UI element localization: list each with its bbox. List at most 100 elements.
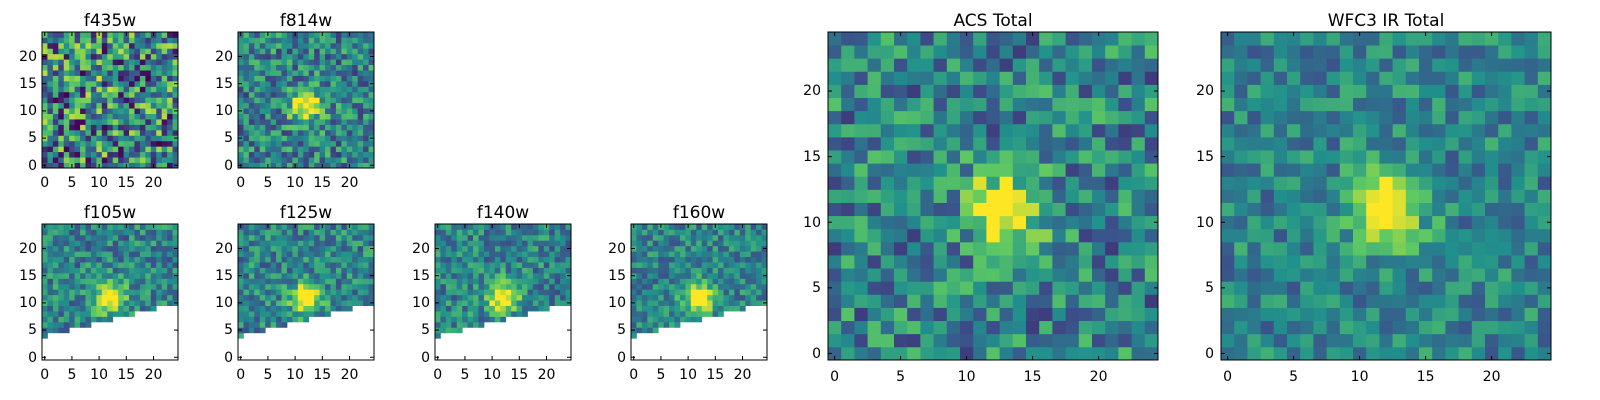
heatmap-cell [254, 37, 261, 44]
heatmap-cell [85, 129, 92, 136]
heatmap-cell [286, 157, 293, 163]
heatmap-cell [243, 300, 250, 306]
heatmap-cell [527, 256, 534, 263]
heatmap-cell [74, 108, 81, 114]
heatmap-cell [254, 48, 261, 55]
heatmap-cell [435, 294, 441, 301]
heatmap-cell [1405, 255, 1420, 269]
heatmap-cell [1118, 163, 1132, 177]
heatmap-cell [352, 272, 359, 279]
heatmap-cell [63, 64, 70, 71]
heatmap-cell [161, 70, 168, 76]
heatmap-cell [527, 240, 534, 247]
heatmap-cell [532, 245, 539, 252]
heatmap-cell [357, 240, 364, 247]
heatmap-cell [107, 70, 114, 76]
x-tick-label: 5 [67, 175, 76, 191]
heatmap-cell [47, 294, 54, 301]
heatmap-cell [1537, 228, 1552, 243]
heatmap-cell [739, 240, 746, 247]
heatmap-cell [238, 294, 244, 301]
heatmap-cell [723, 278, 730, 285]
heatmap-cell [532, 256, 539, 263]
heatmap-cell [265, 300, 272, 306]
heatmap-cell [85, 108, 92, 114]
heatmap-cell [139, 300, 146, 306]
heatmap-cell [1326, 202, 1341, 217]
heatmap-cell [90, 256, 97, 263]
heatmap-cell [1247, 294, 1261, 308]
heatmap-cell [74, 162, 81, 169]
heatmap-cell [314, 245, 320, 252]
heatmap-cell [854, 150, 868, 164]
heatmap-cell [341, 272, 348, 279]
heatmap-cell [134, 146, 141, 153]
heatmap-cell [1247, 189, 1261, 203]
heatmap-cell [139, 262, 146, 268]
heatmap-cell [1432, 58, 1446, 72]
heatmap-cell [1234, 333, 1248, 348]
y-tick-label: 15 [19, 268, 37, 284]
heatmap-cell [270, 151, 277, 158]
heatmap-cell [325, 162, 331, 169]
heatmap-cell [1118, 333, 1132, 348]
heatmap-cell [631, 311, 637, 317]
heatmap-cell [739, 283, 746, 290]
heatmap-cell [1144, 189, 1159, 203]
heatmap-cell [139, 64, 146, 71]
heatmap-cell [973, 307, 987, 322]
heatmap-cell [357, 272, 364, 279]
heatmap-cell [330, 80, 337, 87]
heatmap-cell [1247, 202, 1261, 217]
heatmap-cell [248, 129, 255, 136]
heatmap-cell [172, 240, 179, 247]
heatmap-cell [1273, 255, 1288, 269]
heatmap-cell [118, 305, 124, 312]
heatmap-cell [346, 59, 353, 66]
heatmap-cell [52, 321, 59, 328]
heatmap-cell [522, 305, 528, 312]
heatmap-cell [161, 80, 168, 87]
heatmap-cell [319, 256, 326, 263]
heatmap-cell [462, 229, 469, 236]
heatmap-cell [47, 108, 54, 114]
heatmap-cell [139, 48, 146, 55]
heatmap-cell [456, 240, 463, 247]
heatmap-cell [867, 320, 882, 335]
heatmap-cell [145, 240, 152, 247]
heatmap-cell [565, 224, 572, 230]
heatmap-cell [1353, 228, 1367, 243]
heatmap-cell [145, 294, 152, 301]
heatmap-cell [456, 321, 463, 328]
heatmap-cell [134, 59, 141, 66]
heatmap-cell [456, 262, 463, 268]
heatmap-cell [828, 45, 842, 59]
heatmap-cell [52, 48, 59, 55]
heatmap-cell [538, 289, 545, 296]
heatmap-cell [920, 255, 934, 269]
heatmap-cell [134, 102, 141, 109]
heatmap-cell [467, 240, 474, 247]
heatmap-cell [867, 228, 882, 243]
heatmap-cell [346, 75, 353, 82]
heatmap-cell [1234, 241, 1248, 256]
heatmap-cell [1287, 32, 1301, 46]
heatmap-cell [554, 267, 561, 274]
heatmap-cell [112, 119, 119, 125]
heatmap-cell [1432, 320, 1446, 335]
heatmap-cell [1524, 150, 1539, 164]
heatmap-cell [281, 316, 288, 323]
heatmap-cell [276, 70, 282, 76]
heatmap-cell [1287, 202, 1301, 217]
heatmap-cell [101, 97, 108, 104]
heatmap-cell [500, 305, 507, 312]
heatmap-cell [1405, 307, 1420, 322]
heatmap-cell [259, 70, 266, 76]
heatmap-cell [96, 289, 103, 296]
heatmap-cell [652, 224, 659, 230]
heatmap-cell [270, 80, 277, 87]
heatmap-cell [986, 320, 1000, 335]
heatmap-cell [107, 91, 114, 98]
heatmap-cell [286, 245, 293, 252]
heatmap-cell [543, 305, 550, 312]
